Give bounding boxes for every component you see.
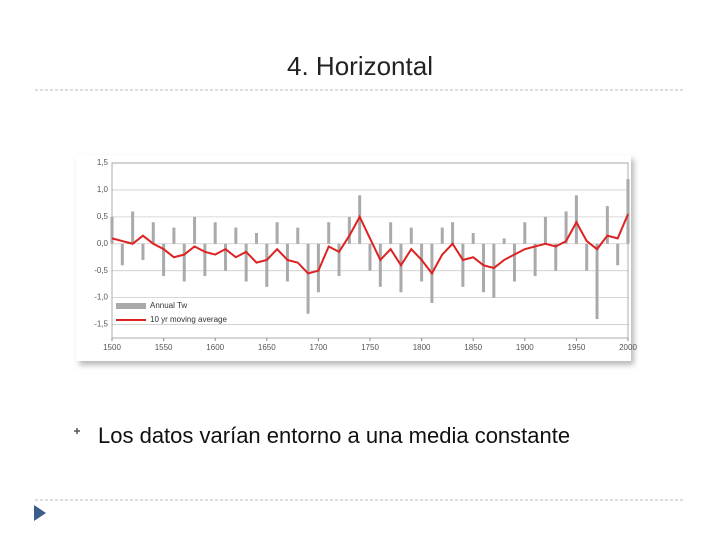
nav-arrow bbox=[34, 505, 46, 521]
x-tick-label: 1700 bbox=[310, 343, 328, 352]
x-tick-label: 1650 bbox=[258, 343, 276, 352]
y-tick-label: -1,0 bbox=[94, 293, 108, 302]
moving-average-line bbox=[111, 213, 629, 276]
y-tick-label: 1,0 bbox=[97, 185, 109, 194]
slide-title: 4. Horizontal bbox=[287, 51, 433, 81]
plot-border bbox=[111, 162, 629, 339]
x-tick-label: 1900 bbox=[516, 343, 534, 352]
x-tick-label: 1600 bbox=[206, 343, 224, 352]
y-tick-label: 0,0 bbox=[97, 239, 109, 248]
y-tick-label: 0,5 bbox=[97, 212, 109, 221]
x-tick-label: 1800 bbox=[413, 343, 431, 352]
x-tick-label: 1850 bbox=[464, 343, 482, 352]
x-tick-label: 1750 bbox=[361, 343, 379, 352]
chart: 1,5 1,0 0,5 0,0 -0,5 -1,0 -1,5 1500 1550 1600 1650… bbox=[94, 158, 637, 352]
chart-frame bbox=[76, 155, 631, 361]
bullet-text: Los datos varían entorno a una media con… bbox=[98, 423, 570, 448]
y-tick-label: -0,5 bbox=[94, 266, 108, 275]
bullet-icon bbox=[74, 428, 80, 434]
y-tick-label: 1,5 bbox=[97, 158, 109, 167]
y-tick-label: -1,5 bbox=[94, 320, 108, 329]
legend-label: 10 yr moving average bbox=[150, 315, 227, 324]
legend-label: Annual Tw bbox=[150, 301, 187, 310]
x-tick-label: 1500 bbox=[103, 343, 121, 352]
legend-swatch bbox=[116, 303, 146, 309]
x-tick-label: 2000 bbox=[619, 343, 637, 352]
x-tick-label: 1550 bbox=[155, 343, 173, 352]
x-tick-label: 1950 bbox=[568, 343, 586, 352]
